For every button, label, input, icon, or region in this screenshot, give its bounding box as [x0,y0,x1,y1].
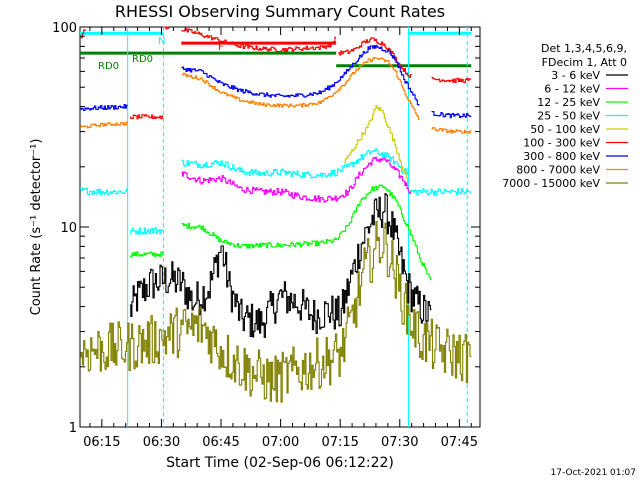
series-line-3-1 [129,227,164,235]
series-line-7-1 [181,56,420,121]
axes: 06:15 06:30 06:45 07:00 07:15 07:30 07:45 1 10 10… [52,21,480,450]
series-8 [80,220,472,403]
series-line-2-1 [181,184,432,280]
series-group [80,26,472,403]
series-4 [344,104,409,185]
series-line-3-2 [181,148,409,179]
series-7 [80,56,472,134]
series-line-2-0 [129,251,164,258]
series-line-8-0 [80,220,472,403]
flag-bars [80,31,472,68]
series-line-6-2 [431,111,472,119]
series-6 [80,44,472,119]
x-tick-label: 07:30 [381,435,418,450]
series-line-5-0 [80,29,86,39]
y-axis-label: Count Rate (s⁻¹ detector⁻¹) [29,139,44,316]
y-tick-label: 100 [52,21,77,36]
x-tick-label: 07:45 [441,435,478,450]
series-line-6-1 [181,44,420,106]
series-line-3-0 [80,187,128,196]
series-line-7-0 [80,121,128,129]
legend-label: 3 - 6 keV [551,69,600,82]
generation-timestamp: 17-Oct-2021 01:07 [551,468,636,478]
x-tick-label: 06:15 [83,435,120,450]
legend-label: 12 - 25 keV [537,96,600,109]
series-line-0-0 [129,193,432,338]
legend-header-line-1: Det 1,3,4,5,6,9, [541,42,627,55]
series-line-5-5 [129,114,164,120]
series-0 [129,193,432,338]
flag-label-rd0-lower: RD0 [98,61,119,72]
series-3 [80,148,472,235]
legend-label: 6 - 12 keV [544,83,600,96]
legend-label: 800 - 7000 keV [516,164,600,177]
x-tick-label: 07:00 [262,435,299,450]
legend-label: 25 - 50 keV [537,110,600,123]
x-tick-label: 06:45 [202,435,239,450]
legend-label: 7000 - 15000 keV [502,177,600,190]
series-5 [80,26,472,120]
series-line-1-0 [181,155,412,203]
series-line-3-3 [409,188,472,196]
y-tick-label: 10 [60,221,77,236]
series-1 [181,155,412,203]
x-tick-label: 06:30 [143,435,180,450]
legend-label: 300 - 800 keV [523,150,600,163]
series-line-5-3 [338,37,412,78]
flag-label-f: F [218,42,224,53]
x-tick-label: 07:15 [321,435,358,450]
chart-title: RHESSI Observing Summary Count Rates [115,2,445,21]
series-2 [129,184,432,280]
y-tick-label: 1 [69,421,77,436]
series-line-5-4 [431,76,472,84]
legend-label: 50 - 100 keV [530,123,600,136]
flag-label-n: N [158,36,165,47]
x-axis-label: Start Time (02-Sep-06 06:12:22) [166,455,394,471]
legend-header-line-2: FDecim 1, Att 0 [542,56,627,69]
legend-label: 100 - 300 keV [523,137,600,150]
series-line-7-2 [431,126,472,134]
series-line-4-0 [344,104,409,185]
series-line-5-2 [181,28,337,53]
legend: Det 1,3,4,5,6,9, FDecim 1, Att 0 3 - 6 k… [502,42,628,190]
flag-label-rd0: RD0 [132,54,153,65]
series-line-6-0 [80,104,128,111]
series-line-5-1 [163,26,170,30]
